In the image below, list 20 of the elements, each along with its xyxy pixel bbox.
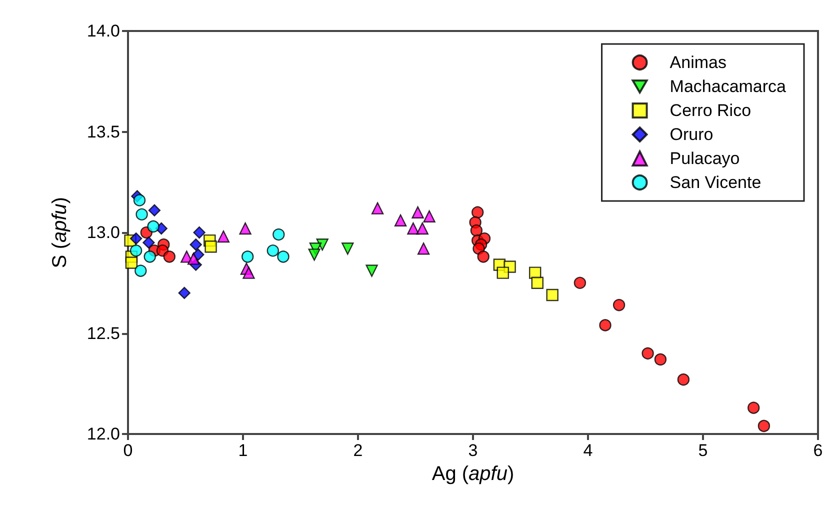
x-tick-label: 0 [123,441,133,460]
legend-label: San Vicente [670,173,762,192]
y-tick-label: 12.0 [86,424,120,444]
legend-label: Oruro [670,125,714,144]
x-tick-label: 6 [813,441,823,460]
y-tick-label: 13.0 [86,223,120,242]
y-axis-title: S (apfu) [49,196,71,268]
legend-label: Cerro Rico [670,101,752,120]
x-tick-label: 5 [698,441,708,460]
x-tick-label: 3 [468,441,478,460]
x-tick-label: 4 [583,441,593,460]
legend-label: Animas [670,53,726,72]
y-tick-label: 14.0 [86,22,120,40]
y-tick-label: 13.5 [86,122,120,142]
x-tick-label: 2 [353,441,363,460]
x-tick-label: 1 [238,441,248,460]
y-tick-label: 12.5 [86,324,120,343]
x-axis-title: Ag (apfu) [432,463,514,485]
legend-label: Machacamarca [670,77,787,96]
legend-label: Pulacayo [670,149,740,168]
